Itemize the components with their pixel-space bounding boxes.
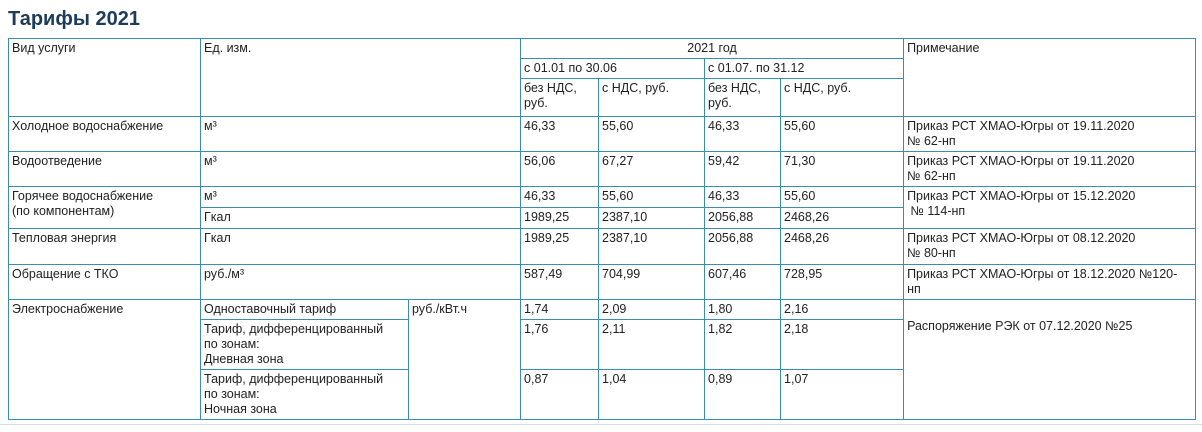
price-cell: 607,46 — [704, 264, 782, 300]
price-cell: 1989,25 — [520, 207, 600, 229]
price-cell: 0,89 — [704, 369, 782, 420]
price-cell: 728,95 — [780, 264, 905, 300]
price-cell: 2468,26 — [780, 228, 905, 265]
service-cell: Горячее водоснабжение (по компонентам) — [8, 186, 201, 229]
unit-cell: м³ — [199, 186, 522, 208]
text: № 80-нп — [907, 246, 956, 260]
price-cell: 55,60 — [780, 186, 905, 208]
header-cell: 2021 год — [520, 38, 905, 59]
header-cell: Ед. изм. — [199, 38, 522, 117]
header-cell: с 01.01 по 30.06 — [520, 58, 706, 79]
text: Распоряжение РЭК от 07.12.2020 №25 — [907, 319, 1133, 333]
page-title: Тарифы 2021 — [8, 8, 140, 30]
text: по зонам: — [204, 387, 260, 401]
note-cell: Приказ РСТ ХМАО-Югры от 08.12.2020 № 80-н… — [903, 228, 1197, 265]
price-cell: 67,27 — [598, 151, 706, 187]
text: Тепловая энергия — [12, 231, 117, 245]
price-cell: 2,11 — [598, 319, 706, 370]
header-cell: Примечание — [903, 38, 1197, 117]
price-cell: 1,74 — [520, 299, 600, 320]
price-cell: 587,49 — [520, 264, 600, 300]
price-cell: 1,07 — [780, 369, 905, 420]
text: по зонам: — [204, 337, 260, 351]
tariff-cell: Одноставочный тариф — [200, 299, 409, 320]
text: № 62-нп — [907, 169, 956, 183]
service-cell: Холодное водоснабжение — [8, 116, 201, 152]
price-cell: 46,33 — [704, 116, 782, 152]
note-cell: Приказ РСТ ХМАО-Югры от 15.12.2020 № 114… — [903, 186, 1197, 229]
price-cell: 1,04 — [598, 369, 706, 420]
text: Водоотведение — [12, 154, 102, 168]
service-cell: Обращение с ТКО — [8, 264, 201, 300]
service-cell: Электроснабжение — [8, 299, 201, 420]
note-cell: Распоряжение РЭК от 07.12.2020 №25 — [903, 299, 1197, 420]
text: Приказ РСТ ХМАО-Югры от 08.12.2020 — [907, 231, 1136, 245]
text: нп — [907, 282, 921, 296]
text: Приказ РСТ ХМАО-Югры от 19.11.2020 — [907, 154, 1135, 168]
text: Приказ РСТ ХМАО-Югры от 19.11.2020 — [907, 119, 1135, 133]
price-cell: 46,33 — [520, 186, 600, 208]
note-cell: Приказ РСТ ХМАО-Югры от 18.12.2020 №120-… — [903, 264, 1197, 300]
text: Тариф, дифференцированный — [204, 322, 384, 336]
price-cell: 55,60 — [598, 186, 706, 208]
service-cell: Тепловая энергия — [8, 228, 201, 265]
text: Приказ РСТ ХМАО-Югры от 15.12.2020 — [907, 189, 1136, 203]
text: Тариф, дифференцированный — [204, 372, 384, 386]
text: Электроснабжение — [12, 302, 124, 316]
unit-cell: руб./м³ — [199, 264, 522, 300]
text: Приказ РСТ ХМАО-Югры от 18.12.2020 №120- — [907, 267, 1178, 281]
price-cell: 2468,26 — [780, 207, 905, 229]
price-cell: 2387,10 — [598, 228, 706, 265]
unit-cell: Гкал — [199, 207, 522, 229]
text: Одноставочный тариф — [204, 302, 337, 316]
note-cell: Приказ РСТ ХМАО-Югры от 19.11.2020 № 62-н… — [903, 116, 1197, 152]
price-cell: 1,76 — [520, 319, 600, 370]
header-cell: Вид услуги — [8, 38, 201, 117]
price-cell: 704,99 — [598, 264, 706, 300]
header-cell: с НДС, руб. — [780, 78, 905, 117]
price-cell: 2387,10 — [598, 207, 706, 229]
text: Горячее водоснабжение — [12, 189, 154, 203]
price-cell: 2,18 — [780, 319, 905, 370]
price-cell: 2056,88 — [704, 228, 782, 265]
price-cell: 46,33 — [520, 116, 600, 152]
header-cell: без НДС, руб. — [704, 78, 782, 117]
service-cell: Водоотведение — [8, 151, 201, 187]
unit-cell: руб./кВт.ч — [407, 299, 522, 420]
header-cell: без НДС, руб. — [520, 78, 600, 117]
price-cell: 46,33 — [704, 186, 782, 208]
scrollbar-edge — [0, 424, 1202, 425]
note-cell: Приказ РСТ ХМАО-Югры от 19.11.2020 № 62-н… — [903, 151, 1197, 187]
price-cell: 2,16 — [780, 299, 905, 320]
price-cell: 55,60 — [598, 116, 706, 152]
header-cell: с 01.07. по 31.12 — [704, 58, 905, 79]
unit-cell: м³ — [199, 116, 522, 152]
text: № 114-нп — [910, 204, 966, 218]
text: (по компонентам) — [12, 204, 115, 218]
price-cell: 55,60 — [780, 116, 905, 152]
price-cell: 2056,88 — [704, 207, 782, 229]
price-cell: 56,06 — [520, 151, 600, 187]
price-cell: 71,30 — [780, 151, 905, 187]
price-cell: 0,87 — [520, 369, 600, 420]
tariff-table: Вид услуги Ед. изм. 2021 год Примечание … — [8, 38, 1197, 420]
text: Дневная зона — [204, 352, 284, 366]
unit-cell: м³ — [199, 151, 522, 187]
tariff-cell: Тариф, дифференцированный по зонам: Ночная… — [200, 369, 409, 420]
text: № 62-нп — [907, 134, 956, 148]
text: Обращение с ТКО — [12, 267, 119, 281]
text: Ночная зона — [204, 402, 277, 416]
price-cell: 1989,25 — [520, 228, 600, 265]
price-cell: 2,09 — [598, 299, 706, 320]
price-cell: 1,80 — [704, 299, 782, 320]
text: Холодное водоснабжение — [12, 119, 164, 133]
price-cell: 59,42 — [704, 151, 782, 187]
price-cell: 1,82 — [704, 319, 782, 370]
tariff-cell: Тариф, дифференцированный по зонам: Дневна… — [200, 319, 409, 370]
unit-cell: Гкал — [199, 228, 522, 265]
header-cell: с НДС, руб. — [598, 78, 706, 117]
